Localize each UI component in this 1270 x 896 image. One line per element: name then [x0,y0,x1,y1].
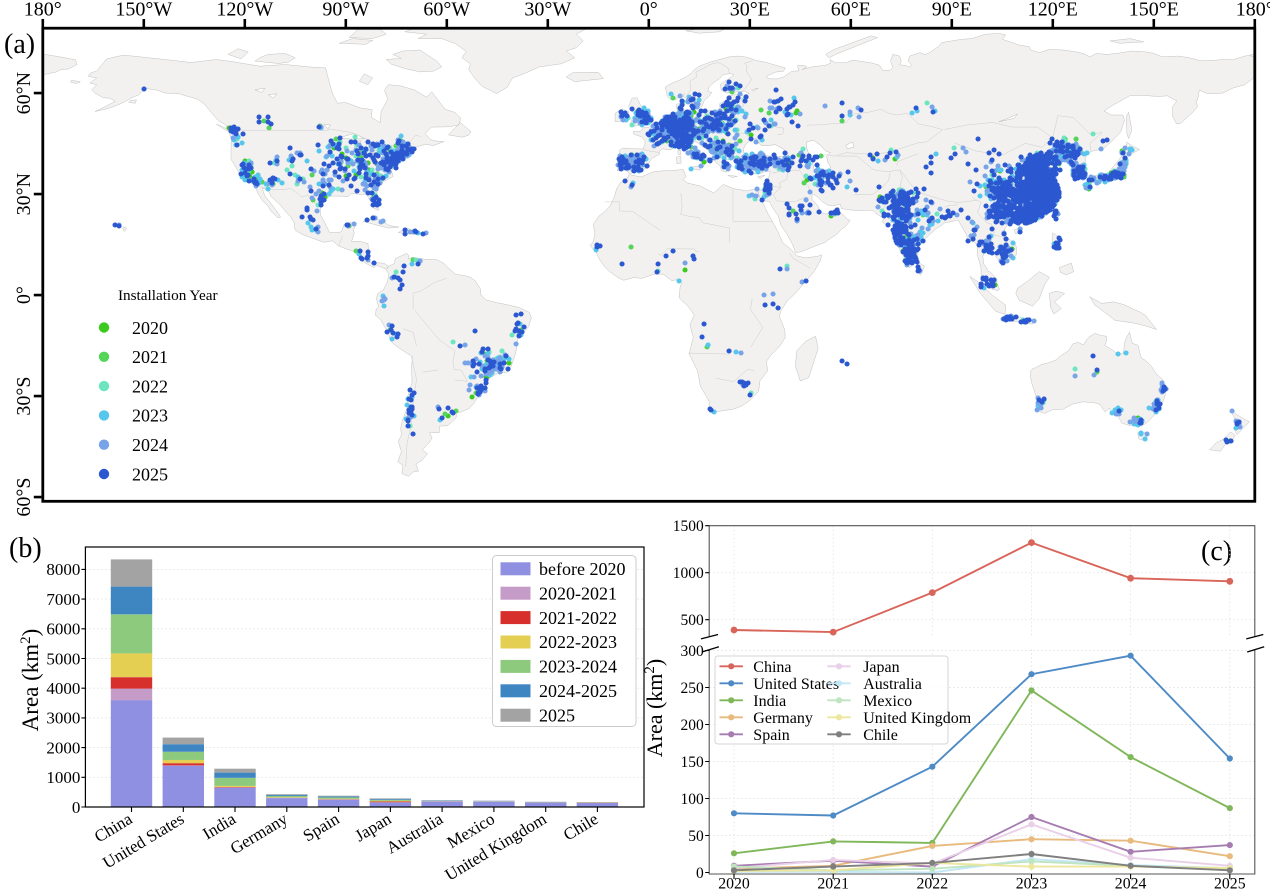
svg-text:Germany: Germany [753,710,813,727]
svg-text:60°S: 60°S [13,478,35,517]
svg-text:1000: 1000 [46,768,80,787]
svg-text:2022-2023: 2022-2023 [539,632,617,652]
svg-text:4000: 4000 [46,679,80,698]
svg-text:150°W: 150°W [115,0,172,21]
svg-text:30°W: 30°W [524,0,571,21]
svg-text:1000: 1000 [673,565,704,582]
svg-text:8000: 8000 [46,560,80,579]
svg-text:2020: 2020 [132,318,168,338]
svg-text:2025: 2025 [539,705,575,725]
svg-text:Mexico: Mexico [863,693,912,710]
svg-text:Area (km2): Area (km2) [18,629,43,732]
svg-text:2024: 2024 [132,435,168,455]
svg-text:30°N: 30°N [13,173,35,215]
svg-text:6000: 6000 [46,620,80,639]
svg-text:2023: 2023 [132,406,168,426]
svg-text:(c): (c) [1201,536,1232,567]
svg-text:(a): (a) [4,29,35,60]
svg-text:0°: 0° [640,0,658,21]
svg-text:before 2020: before 2020 [539,559,625,579]
svg-text:90°W: 90°W [322,0,369,21]
svg-text:120°E: 120°E [1028,0,1078,21]
svg-text:180°: 180° [1236,0,1270,21]
svg-text:2022: 2022 [132,376,168,396]
svg-text:7000: 7000 [46,590,80,609]
svg-text:180°: 180° [24,0,62,21]
svg-text:Australia: Australia [863,676,922,693]
svg-text:0: 0 [696,865,704,882]
svg-text:150°E: 150°E [1129,0,1179,21]
svg-text:150: 150 [680,754,704,771]
svg-text:200: 200 [680,717,704,734]
svg-text:2025: 2025 [132,464,168,484]
svg-text:1500: 1500 [673,518,704,535]
svg-text:500: 500 [680,612,704,629]
svg-text:5000: 5000 [46,649,80,668]
svg-text:3000: 3000 [46,709,80,728]
svg-text:2024-2025: 2024-2025 [539,681,617,701]
svg-text:60°E: 60°E [831,0,871,21]
svg-text:90°E: 90°E [932,0,972,21]
svg-text:China: China [753,659,791,676]
svg-text:2021-2022: 2021-2022 [539,608,617,628]
svg-text:0°: 0° [13,286,35,304]
svg-text:30°E: 30°E [730,0,770,21]
svg-text:2020-2021: 2020-2021 [539,583,617,603]
svg-text:120°W: 120°W [216,0,273,21]
svg-text:Chile: Chile [863,727,898,744]
svg-text:0: 0 [72,798,81,817]
svg-text:2021: 2021 [132,347,168,367]
svg-text:60°N: 60°N [13,72,35,114]
svg-text:50: 50 [688,828,704,845]
svg-text:60°W: 60°W [423,0,470,21]
svg-text:100: 100 [680,791,704,808]
svg-text:300: 300 [680,643,704,660]
svg-text:United States: United States [753,676,839,693]
svg-text:United Kingdom: United Kingdom [863,710,972,727]
svg-text:2000: 2000 [46,738,80,757]
svg-text:30°S: 30°S [13,377,35,416]
svg-text:(b): (b) [9,533,42,564]
svg-text:Installation Year: Installation Year [118,287,218,304]
svg-text:India: India [753,693,786,710]
svg-text:Japan: Japan [863,659,899,676]
svg-text:Spain: Spain [753,727,789,744]
svg-text:2023-2024: 2023-2024 [539,657,617,677]
svg-text:250: 250 [680,680,704,697]
